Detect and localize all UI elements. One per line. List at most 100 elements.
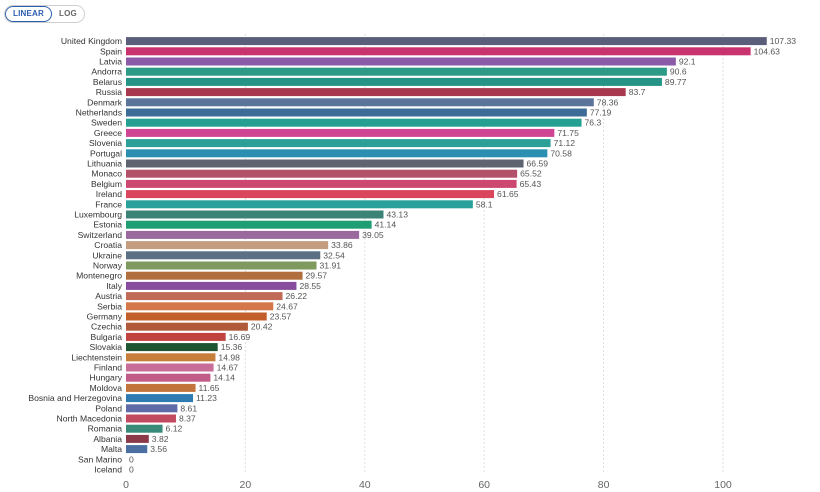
bar[interactable] xyxy=(126,363,214,372)
value-label: 28.55 xyxy=(299,281,321,291)
bar[interactable] xyxy=(126,139,551,148)
bar[interactable] xyxy=(126,190,495,199)
linear-scale-button[interactable]: LINEAR xyxy=(5,6,52,22)
country-label: Slovenia xyxy=(89,138,122,148)
value-label: 3.56 xyxy=(150,444,167,454)
value-label: 71.12 xyxy=(554,138,576,148)
bar[interactable] xyxy=(126,210,384,219)
bar[interactable] xyxy=(126,251,321,260)
value-label: 33.86 xyxy=(331,240,353,250)
value-label: 90.6 xyxy=(670,67,687,77)
country-label: Ireland xyxy=(96,189,122,199)
bar[interactable] xyxy=(126,261,317,270)
value-label: 104.63 xyxy=(754,46,781,56)
bar[interactable] xyxy=(126,108,587,117)
value-label: 107.33 xyxy=(770,36,797,46)
bar[interactable] xyxy=(126,302,274,311)
country-label: Bulgaria xyxy=(90,332,122,342)
bar[interactable] xyxy=(126,281,297,290)
country-label: North Macedonia xyxy=(57,414,123,424)
country-label: Sweden xyxy=(91,118,122,128)
bar[interactable] xyxy=(126,445,148,454)
country-label: Switzerland xyxy=(78,230,123,240)
bar[interactable] xyxy=(126,67,667,76)
country-label: Romania xyxy=(88,424,123,434)
value-label: 15.36 xyxy=(221,342,243,352)
value-label: 3.82 xyxy=(152,434,169,444)
bar[interactable] xyxy=(126,241,329,250)
bar[interactable] xyxy=(126,292,283,301)
bar[interactable] xyxy=(126,424,163,433)
country-label: Italy xyxy=(106,281,122,291)
x-tick-label: 80 xyxy=(598,479,610,491)
value-label: 14.67 xyxy=(217,363,239,373)
bar[interactable] xyxy=(126,220,372,229)
bar[interactable] xyxy=(126,149,548,158)
country-label: Denmark xyxy=(87,97,123,107)
country-label: Luxembourg xyxy=(74,210,122,220)
bar[interactable] xyxy=(126,312,267,321)
bar[interactable] xyxy=(126,394,194,403)
bar[interactable] xyxy=(126,271,303,280)
bar[interactable] xyxy=(126,179,517,188)
value-label: 65.52 xyxy=(520,169,542,179)
value-label: 65.43 xyxy=(520,179,542,189)
value-label: 58.1 xyxy=(476,199,493,209)
bar[interactable] xyxy=(126,414,176,423)
x-tick-label: 0 xyxy=(123,479,129,491)
bar[interactable] xyxy=(126,159,524,168)
bar[interactable] xyxy=(126,343,218,352)
bar[interactable] xyxy=(126,404,178,413)
country-label: Czechia xyxy=(91,322,122,332)
value-label: 6.12 xyxy=(166,424,183,434)
country-label: Finland xyxy=(94,363,122,373)
x-tick-label: 40 xyxy=(359,479,371,491)
x-tick-label: 60 xyxy=(478,479,490,491)
country-label: Greece xyxy=(94,128,122,138)
bar[interactable] xyxy=(126,200,473,209)
bar[interactable] xyxy=(126,57,676,66)
bar[interactable] xyxy=(126,383,196,392)
bar[interactable] xyxy=(126,322,248,331)
value-label: 26.22 xyxy=(286,291,308,301)
value-label: 89.77 xyxy=(665,77,687,87)
value-label: 77.19 xyxy=(590,108,612,118)
country-label: Hungary xyxy=(90,373,123,383)
value-label: 14.14 xyxy=(213,373,235,383)
bar[interactable] xyxy=(126,37,767,46)
country-label: Portugal xyxy=(90,148,122,158)
value-label: 76.3 xyxy=(585,118,602,128)
value-label: 8.37 xyxy=(179,414,196,424)
log-scale-button[interactable]: LOG xyxy=(51,6,84,22)
bar[interactable] xyxy=(126,128,555,137)
country-label: Ukraine xyxy=(92,250,122,260)
country-label: Croatia xyxy=(94,240,122,250)
bar[interactable] xyxy=(126,373,211,382)
bar[interactable] xyxy=(126,118,582,127)
bar[interactable] xyxy=(126,230,360,239)
scale-toggle: LINEAR LOG xyxy=(4,5,85,23)
country-label: Latvia xyxy=(99,57,122,67)
country-label: Netherlands xyxy=(76,108,122,118)
country-label: Austria xyxy=(95,291,122,301)
value-label: 83.7 xyxy=(629,87,646,97)
country-label: San Marino xyxy=(78,454,122,464)
bar[interactable] xyxy=(126,169,518,178)
value-label: 32.54 xyxy=(323,250,345,260)
country-label: Russia xyxy=(96,87,122,97)
value-label: 70.58 xyxy=(550,148,572,158)
bar[interactable] xyxy=(126,332,226,341)
bar[interactable] xyxy=(126,77,662,86)
bar[interactable] xyxy=(126,47,751,56)
country-label: Serbia xyxy=(97,301,122,311)
country-label: Malta xyxy=(101,444,122,454)
bar[interactable] xyxy=(126,434,149,443)
bar[interactable] xyxy=(126,88,626,97)
bar[interactable] xyxy=(126,98,594,107)
bar[interactable] xyxy=(126,353,216,362)
value-label: 8.61 xyxy=(180,403,197,413)
country-label: Germany xyxy=(87,312,123,322)
value-label: 71.75 xyxy=(557,128,579,138)
value-label: 43.13 xyxy=(386,210,408,220)
